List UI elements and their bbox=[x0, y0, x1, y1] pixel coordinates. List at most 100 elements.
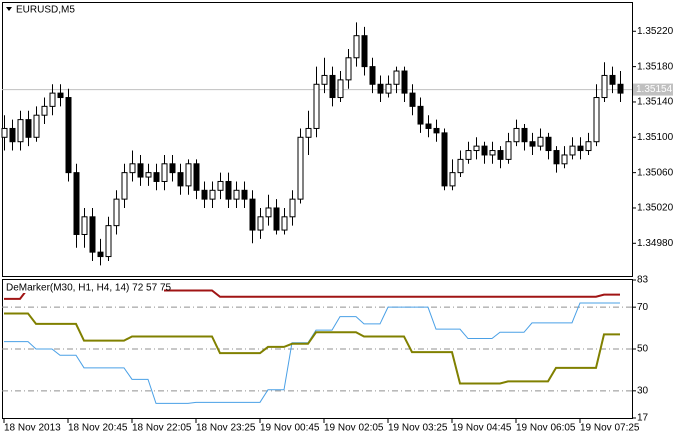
candle-body bbox=[185, 163, 192, 187]
candle-body bbox=[361, 35, 368, 68]
candle-body bbox=[257, 216, 264, 231]
candle-body bbox=[473, 145, 480, 152]
candle-body bbox=[33, 114, 40, 138]
y-tick-label: 1.34980 bbox=[637, 238, 674, 249]
candle-body bbox=[369, 66, 376, 85]
candle-body bbox=[49, 92, 56, 107]
candle-body bbox=[425, 123, 432, 129]
candle-body bbox=[81, 216, 88, 235]
candle-body bbox=[401, 70, 408, 94]
candle-body bbox=[233, 189, 240, 200]
candle-body bbox=[281, 216, 288, 231]
candle-body bbox=[305, 127, 312, 138]
y-tick-label: 30 bbox=[637, 385, 649, 396]
candle-body bbox=[441, 132, 448, 187]
indicator-line bbox=[4, 312, 620, 385]
candle-body bbox=[25, 119, 32, 138]
indicator-line bbox=[4, 287, 29, 300]
candle-body bbox=[105, 225, 112, 258]
candle-body bbox=[129, 163, 136, 174]
y-tick-label: 1.35020 bbox=[637, 203, 674, 214]
y-tick-label: 50 bbox=[637, 344, 649, 355]
candle-body bbox=[193, 163, 200, 191]
candle-body bbox=[521, 127, 528, 143]
candle-body bbox=[337, 79, 344, 99]
candle-body bbox=[537, 136, 544, 147]
candle-body bbox=[225, 180, 232, 200]
x-tick-label: 19 Nov 00:45 bbox=[260, 423, 320, 434]
candle-body bbox=[577, 145, 584, 152]
y-tick-label: 1.35100 bbox=[637, 132, 674, 143]
current-price-box bbox=[633, 83, 673, 96]
y-tick-label: 1.35140 bbox=[637, 97, 674, 108]
candle-body bbox=[73, 172, 80, 235]
symbol-title: EURUSD,M5 bbox=[16, 5, 75, 16]
candle-body bbox=[297, 136, 304, 200]
x-tick-label: 19 Nov 02:05 bbox=[324, 423, 384, 434]
candle-body bbox=[457, 158, 464, 174]
candle-body bbox=[177, 172, 184, 187]
candle-body bbox=[385, 83, 392, 94]
candle-body bbox=[545, 136, 552, 152]
candle-body bbox=[481, 145, 488, 156]
candle-body bbox=[17, 119, 24, 143]
candle-body bbox=[153, 172, 160, 182]
candle-body bbox=[497, 150, 504, 160]
candle-body bbox=[409, 92, 416, 107]
x-tick-label: 19 Nov 07:25 bbox=[580, 423, 640, 434]
indicator-line bbox=[164, 289, 620, 298]
y-tick-label: 1.35220 bbox=[637, 26, 674, 37]
candle-body bbox=[89, 216, 96, 253]
candle-body bbox=[449, 172, 456, 187]
candle-body bbox=[553, 150, 560, 165]
candle-body bbox=[465, 150, 472, 160]
candle-body bbox=[137, 163, 144, 178]
indicator-title-bg bbox=[4, 282, 164, 293]
candle-body bbox=[241, 189, 248, 200]
candle-body bbox=[145, 172, 152, 178]
candle-body bbox=[393, 70, 400, 85]
candle-body bbox=[433, 127, 440, 134]
candle-body bbox=[161, 163, 168, 182]
indicator-title: DeMarker(M30, H1, H4, 14) 72 57 75 bbox=[6, 283, 172, 294]
x-tick-label: 19 Nov 06:05 bbox=[516, 423, 576, 434]
x-tick-label: 18 Nov 23:25 bbox=[196, 423, 256, 434]
candle-body bbox=[97, 251, 104, 258]
candle-body bbox=[273, 207, 280, 231]
candle-body bbox=[169, 163, 176, 174]
candle-body bbox=[601, 74, 608, 99]
current-price-label: 1.35154 bbox=[636, 84, 673, 95]
candle-body bbox=[377, 83, 384, 94]
candle-body bbox=[249, 198, 256, 231]
x-tick-label: 18 Nov 22:05 bbox=[132, 423, 192, 434]
candle-body bbox=[593, 97, 600, 143]
y-tick-label: 1.35060 bbox=[637, 167, 674, 178]
x-tick-label: 19 Nov 04:45 bbox=[452, 423, 512, 434]
candle-body bbox=[529, 141, 536, 147]
y-tick-label: 70 bbox=[637, 302, 649, 313]
candle-body bbox=[1, 127, 8, 138]
candle-body bbox=[489, 150, 496, 156]
candle-body bbox=[313, 83, 320, 129]
candle-body bbox=[289, 198, 296, 218]
candle-body bbox=[57, 92, 64, 99]
x-tick-label: 19 Nov 03:25 bbox=[388, 423, 448, 434]
x-tick-label: 18 Nov 20:45 bbox=[68, 423, 128, 434]
candle-body bbox=[121, 172, 128, 200]
candle-body bbox=[113, 198, 120, 227]
candle-body bbox=[505, 141, 512, 160]
x-tick-label: 18 Nov 2013 bbox=[4, 423, 61, 434]
candle-body bbox=[201, 189, 208, 200]
menu-triangle[interactable] bbox=[6, 7, 12, 11]
candle-body bbox=[41, 105, 48, 116]
candle-body bbox=[321, 74, 328, 85]
candle-body bbox=[513, 127, 520, 143]
y-tick-label: 83 bbox=[637, 275, 649, 286]
candle-body bbox=[329, 74, 336, 99]
y-tick-label: 17 bbox=[637, 413, 649, 424]
candle-body bbox=[561, 154, 568, 165]
candle-body bbox=[353, 35, 360, 59]
candle-body bbox=[345, 57, 352, 81]
candle-body bbox=[569, 145, 576, 156]
